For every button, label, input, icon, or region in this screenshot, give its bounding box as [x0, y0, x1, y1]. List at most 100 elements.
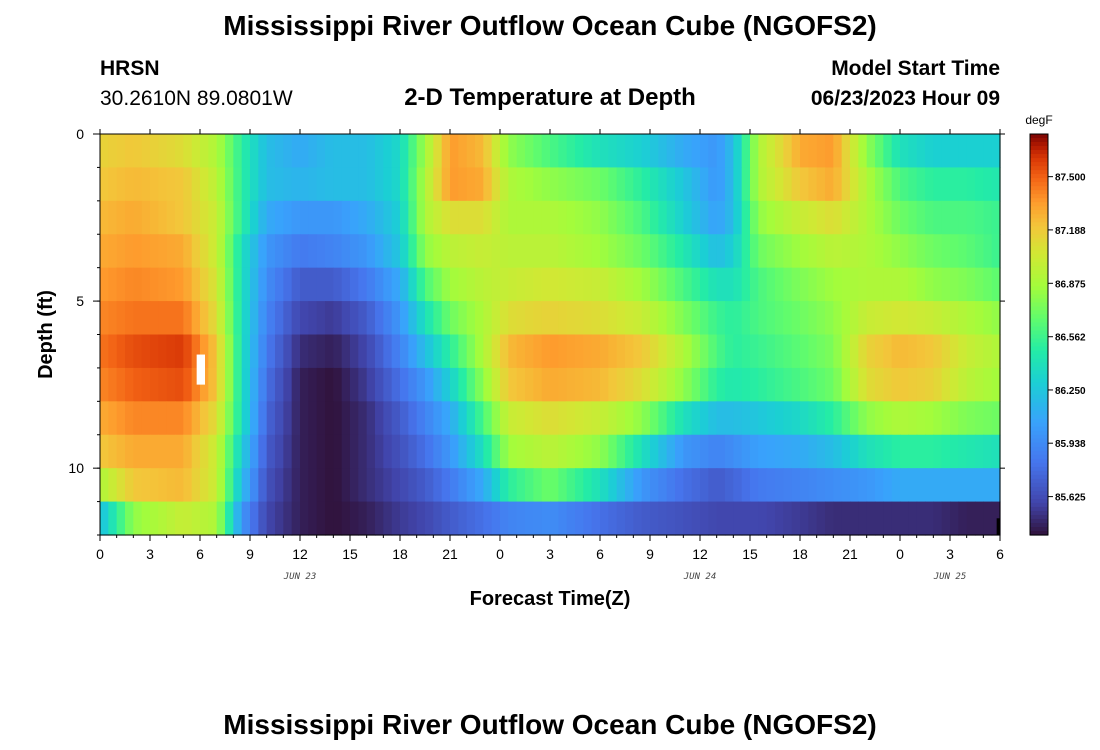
heatmap-cell	[866, 301, 876, 336]
heatmap-cell	[708, 267, 718, 302]
colorbar-swatch	[1030, 466, 1048, 472]
heatmap-cell	[200, 468, 209, 503]
heatmap-cell	[875, 501, 884, 536]
heatmap-cell	[633, 301, 643, 336]
heatmap-cell	[391, 434, 401, 469]
heatmap-cell	[208, 334, 218, 369]
heatmap-cell	[500, 301, 509, 336]
heatmap-cell	[166, 200, 176, 235]
colorbar-swatch	[1030, 346, 1048, 352]
heatmap-cell	[116, 401, 126, 436]
colorbar-swatch	[1030, 234, 1048, 239]
heatmap-cell	[550, 334, 559, 369]
heatmap-cell	[300, 134, 309, 169]
heatmap-cell	[700, 501, 709, 536]
heatmap-cell	[525, 434, 534, 469]
heatmap-cell	[250, 234, 259, 269]
heatmap-cell	[391, 134, 401, 169]
heatmap-cell	[408, 468, 418, 503]
heatmap-cell	[716, 367, 726, 402]
heatmap-cell	[766, 468, 776, 503]
heatmap-cell	[125, 401, 134, 436]
heatmap-cell	[650, 167, 659, 202]
heatmap-cell	[375, 367, 384, 402]
heatmap-cell	[350, 401, 359, 436]
heatmap-cell	[233, 134, 243, 169]
heatmap-cell	[841, 334, 851, 369]
heatmap-cell	[525, 167, 534, 202]
heatmap-cell	[525, 468, 534, 503]
heatmap-cell	[341, 234, 351, 269]
heatmap-cell	[558, 301, 568, 336]
heatmap-cell	[891, 434, 901, 469]
heatmap-cell	[800, 501, 809, 536]
heatmap-cell	[608, 134, 618, 169]
heatmap-cell	[191, 367, 201, 402]
heatmap-cell	[433, 401, 443, 436]
heatmap-cell	[600, 234, 609, 269]
heatmap-cell	[258, 401, 268, 436]
heatmap-cell	[816, 468, 826, 503]
heatmap-cell	[458, 267, 468, 302]
heatmap-cell	[933, 501, 943, 536]
heatmap-cell	[408, 401, 418, 436]
x-tick-label: 6	[596, 546, 604, 562]
heatmap-cell	[458, 234, 468, 269]
heatmap-cell	[858, 334, 868, 369]
heatmap-cell	[850, 134, 859, 169]
heatmap-cell	[200, 200, 209, 235]
heatmap-cell	[233, 401, 243, 436]
heatmap-cell	[816, 367, 826, 402]
heatmap-cell	[316, 167, 326, 202]
heatmap-cell	[533, 367, 543, 402]
heatmap-cell	[775, 167, 784, 202]
heatmap-cell	[866, 501, 876, 536]
heatmap-cell	[433, 334, 443, 369]
heatmap-cell	[716, 434, 726, 469]
x-tick-label: 12	[692, 546, 708, 562]
heatmap-cell	[816, 167, 826, 202]
heatmap-cell	[383, 367, 393, 402]
heatmap-cell	[191, 167, 201, 202]
heatmap-cell	[625, 167, 634, 202]
heatmap-cell	[658, 367, 668, 402]
heatmap-cell	[866, 468, 876, 503]
heatmap-cell	[341, 167, 351, 202]
heatmap-cell	[433, 501, 443, 536]
heatmap-cell	[900, 468, 909, 503]
heatmap-cell	[425, 434, 434, 469]
heatmap-cell	[800, 367, 809, 402]
heatmap-cell	[158, 134, 168, 169]
heatmap-cell	[608, 468, 618, 503]
heatmap-cell	[783, 434, 793, 469]
heatmap-cell	[383, 468, 393, 503]
heatmap-cell	[116, 468, 126, 503]
heatmap-cell	[141, 267, 151, 302]
heatmap-cell	[441, 401, 451, 436]
heatmap-cell	[158, 401, 168, 436]
heatmap-cell	[266, 301, 276, 336]
heatmap-cell	[166, 401, 176, 436]
heatmap-cell	[291, 401, 301, 436]
colorbar-swatch	[1030, 486, 1048, 492]
heatmap-cell	[608, 200, 618, 235]
heatmap-cell	[450, 200, 459, 235]
heatmap-cell	[216, 200, 226, 235]
heatmap-cell	[283, 468, 293, 503]
heatmap-cell	[983, 501, 993, 536]
heatmap-cell	[958, 501, 968, 536]
heatmap-cell	[666, 468, 676, 503]
heatmap-cell	[366, 267, 376, 302]
heatmap-cell	[525, 267, 534, 302]
heatmap-cell	[133, 501, 143, 536]
heatmap-cell	[541, 468, 551, 503]
heatmap-cell	[333, 200, 343, 235]
heatmap-cell	[841, 501, 851, 536]
heatmap-cell	[491, 401, 501, 436]
heatmap-cell	[641, 401, 651, 436]
heatmap-cell	[691, 334, 701, 369]
heatmap-cell	[958, 468, 968, 503]
heatmap-cell	[600, 334, 609, 369]
heatmap-cell	[766, 434, 776, 469]
heatmap-cell	[916, 434, 926, 469]
